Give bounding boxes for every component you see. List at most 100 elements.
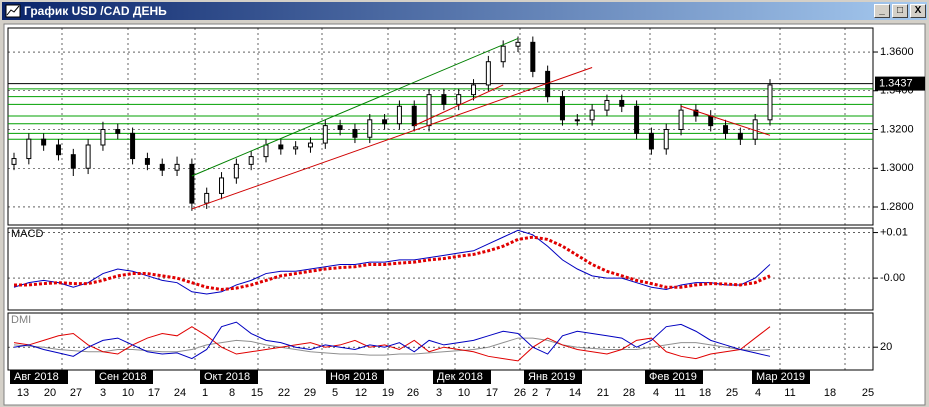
month-label: Фев 2019: [649, 371, 697, 383]
panel-label: MACD: [11, 228, 43, 240]
month-label: Авг 2018: [14, 371, 59, 383]
candle-body: [737, 132, 743, 140]
candle-body: [500, 45, 506, 63]
day-label: 25: [862, 387, 874, 399]
day-label: 24: [174, 387, 186, 399]
month-label: Окт 2018: [204, 371, 250, 383]
candle-body: [559, 96, 565, 121]
day-label: 10: [458, 387, 470, 399]
candle-body: [708, 115, 714, 127]
candle-body: [574, 119, 580, 122]
day-label: 12: [355, 387, 367, 399]
day-label: 2: [532, 387, 538, 399]
candle-body: [604, 99, 610, 111]
candle-body: [471, 84, 477, 96]
candle-body: [115, 129, 121, 134]
y-tick-label: 1.3200: [880, 123, 914, 135]
plus-di-line: [13, 321, 771, 360]
day-label: 3: [436, 387, 442, 399]
candle-body: [693, 109, 699, 117]
candle-body: [634, 105, 640, 134]
day-label: 25: [726, 387, 738, 399]
candle-body: [767, 84, 773, 121]
month-box: [95, 370, 153, 384]
month-label: Янв 2019: [528, 371, 575, 383]
minus-di-line: [13, 326, 771, 362]
month-box: [524, 370, 582, 384]
trend-line: [680, 105, 771, 136]
day-label: 4: [755, 387, 761, 399]
candle-body: [322, 125, 328, 144]
candle-body: [485, 61, 491, 86]
candle-body: [70, 154, 76, 169]
day-label: 4: [653, 387, 659, 399]
candle-body: [382, 119, 388, 125]
day-label: 22: [278, 387, 290, 399]
candle-body: [55, 144, 61, 156]
month-box: [645, 370, 703, 384]
candle-body: [248, 156, 254, 165]
title-bar: График USD /CAD ДЕНЬ _ □ X: [2, 2, 927, 20]
candle-body: [144, 158, 150, 165]
panel-frame: [7, 227, 874, 311]
candle-body: [411, 105, 417, 127]
maximize-button[interactable]: □: [892, 4, 908, 18]
y-tick-label: 1.3600: [880, 46, 914, 58]
day-label: 26: [514, 387, 526, 399]
candle-body: [530, 41, 536, 72]
month-label: Ноя 2018: [330, 371, 378, 383]
month-box: [200, 370, 258, 384]
candle-body: [723, 125, 729, 134]
trend-line: [414, 84, 504, 127]
panel-label: DMI: [11, 314, 31, 326]
candle-body: [293, 146, 299, 150]
trend-line: [191, 37, 519, 177]
candle-body: [663, 129, 669, 150]
app-icon: [5, 4, 21, 18]
day-label: 19: [382, 387, 394, 399]
candle-body: [619, 99, 625, 107]
candle-body: [100, 129, 106, 146]
candle-body: [307, 142, 313, 148]
day-label: 21: [597, 387, 609, 399]
month-label: Мар 2019: [756, 371, 805, 383]
signal-line: [14, 235, 771, 292]
candle-body: [85, 144, 91, 169]
candle-body: [337, 125, 343, 131]
day-label: 8: [229, 387, 235, 399]
last-price-box: [875, 76, 925, 91]
candle-body: [352, 129, 358, 138]
trend-line: [191, 67, 593, 210]
day-label: 11: [784, 387, 795, 399]
chart-background: [3, 23, 926, 406]
close-button[interactable]: X: [910, 4, 926, 18]
y-tick-label: +0.01: [880, 226, 908, 238]
day-label: 15: [251, 387, 263, 399]
day-label: 18: [699, 387, 711, 399]
candle-body: [219, 177, 225, 194]
month-label: Дек 2018: [437, 371, 483, 383]
month-box: [10, 370, 68, 384]
last-price-label: 1.3437: [879, 78, 913, 90]
candle-body: [441, 94, 447, 105]
day-label: 17: [148, 387, 160, 399]
candle-body: [11, 158, 17, 165]
adx-line: [13, 337, 771, 356]
minimize-button[interactable]: _: [874, 4, 890, 18]
y-tick-label: -0.00: [880, 272, 905, 284]
y-tick-label: 1.3000: [880, 162, 914, 174]
day-label: 3: [100, 387, 106, 399]
candle-body: [456, 94, 462, 105]
candle-body: [515, 41, 521, 47]
candle-body: [678, 109, 684, 131]
month-label: Сен 2018: [99, 371, 147, 383]
month-box: [433, 370, 491, 384]
candle-body: [130, 132, 136, 160]
candle-body: [278, 144, 284, 150]
candle-body: [589, 109, 595, 121]
candle-body: [41, 138, 47, 146]
day-label: 11: [674, 387, 685, 399]
y-tick-label: 20: [880, 341, 892, 353]
